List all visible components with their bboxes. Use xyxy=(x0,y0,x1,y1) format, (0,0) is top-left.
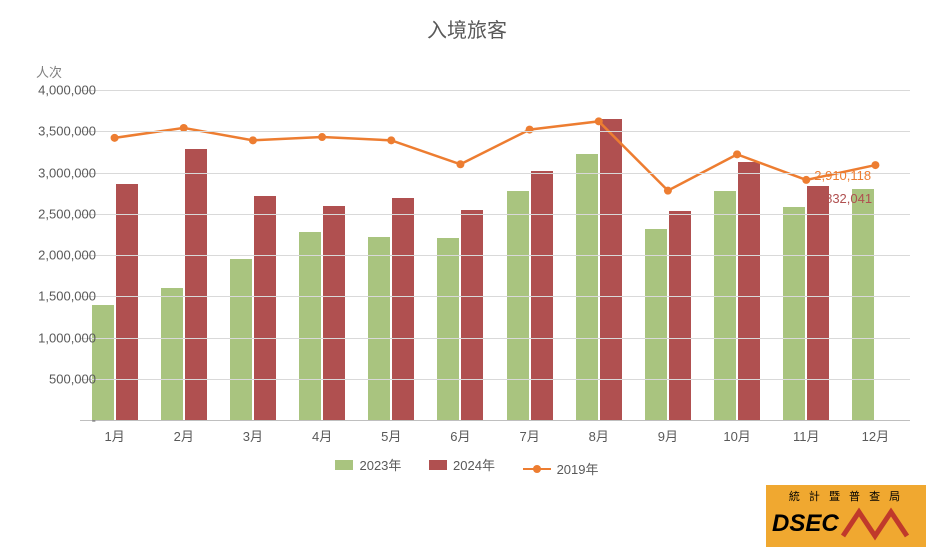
x-tick-label: 2月 xyxy=(174,426,194,445)
legend: 2023年 2024年 2019年 xyxy=(0,455,934,478)
legend-item-2023: 2023年 xyxy=(335,455,401,474)
grid-line xyxy=(80,379,910,380)
x-tick-label: 8月 xyxy=(589,426,609,445)
marker-2019 xyxy=(249,136,257,144)
marker-2019 xyxy=(526,126,534,134)
y-tick-label: 1,000,000 xyxy=(16,330,96,345)
legend-swatch-2024 xyxy=(429,460,447,470)
y-axis-label: 人次 xyxy=(36,62,62,81)
grid-line xyxy=(80,338,910,339)
legend-item-2019: 2019年 xyxy=(523,459,599,478)
x-tick-label: 3月 xyxy=(243,426,263,445)
marker-2019 xyxy=(318,133,326,141)
grid-line xyxy=(80,90,910,91)
y-tick-label: 1,500,000 xyxy=(16,289,96,304)
y-tick-label: 2,500,000 xyxy=(16,206,96,221)
chart-plot-area: 1月2月3月4月5月6月7月8月9月10月11月12月2,910,1182,83… xyxy=(80,90,910,420)
data-label: 2,832,041 xyxy=(814,191,872,206)
marker-2019 xyxy=(733,150,741,158)
grid-line xyxy=(80,296,910,297)
grid-line xyxy=(80,420,910,421)
marker-2019 xyxy=(871,161,879,169)
logo-zigzag-icon xyxy=(841,506,911,542)
logo-top-text: 統 計 暨 普 查 局 xyxy=(766,485,926,504)
marker-2019 xyxy=(387,136,395,144)
legend-label-2024: 2024年 xyxy=(453,455,495,474)
x-tick-label: 12月 xyxy=(862,426,889,445)
grid-line xyxy=(80,255,910,256)
marker-2019 xyxy=(802,176,810,184)
x-tick-label: 4月 xyxy=(312,426,332,445)
x-tick-label: 11月 xyxy=(793,426,820,445)
y-tick-label: 3,500,000 xyxy=(16,124,96,139)
marker-2019 xyxy=(456,160,464,168)
y-tick-label: - xyxy=(16,413,96,428)
grid-line xyxy=(80,173,910,174)
y-tick-label: 2,000,000 xyxy=(16,248,96,263)
legend-label-2023: 2023年 xyxy=(359,455,401,474)
marker-2019 xyxy=(664,187,672,195)
y-tick-label: 500,000 xyxy=(16,371,96,386)
chart-title: 入境旅客 xyxy=(0,0,934,43)
y-tick-label: 4,000,000 xyxy=(16,83,96,98)
grid-line xyxy=(80,214,910,215)
marker-2019 xyxy=(595,117,603,125)
legend-item-2024: 2024年 xyxy=(429,455,495,474)
grid-line xyxy=(80,131,910,132)
legend-label-2019: 2019年 xyxy=(557,459,599,478)
x-tick-label: 6月 xyxy=(450,426,470,445)
x-tick-label: 9月 xyxy=(658,426,678,445)
legend-swatch-2019 xyxy=(523,468,551,470)
x-tick-label: 1月 xyxy=(104,426,124,445)
data-label: 2,910,118 xyxy=(814,168,871,183)
legend-swatch-2023 xyxy=(335,460,353,470)
y-tick-label: 3,000,000 xyxy=(16,165,96,180)
dsec-logo: 統 計 暨 普 查 局 DSEC xyxy=(766,485,926,547)
x-tick-label: 10月 xyxy=(723,426,750,445)
marker-2019 xyxy=(111,134,119,142)
x-tick-label: 5月 xyxy=(381,426,401,445)
logo-main-text: DSEC xyxy=(772,510,839,538)
x-tick-label: 7月 xyxy=(519,426,539,445)
